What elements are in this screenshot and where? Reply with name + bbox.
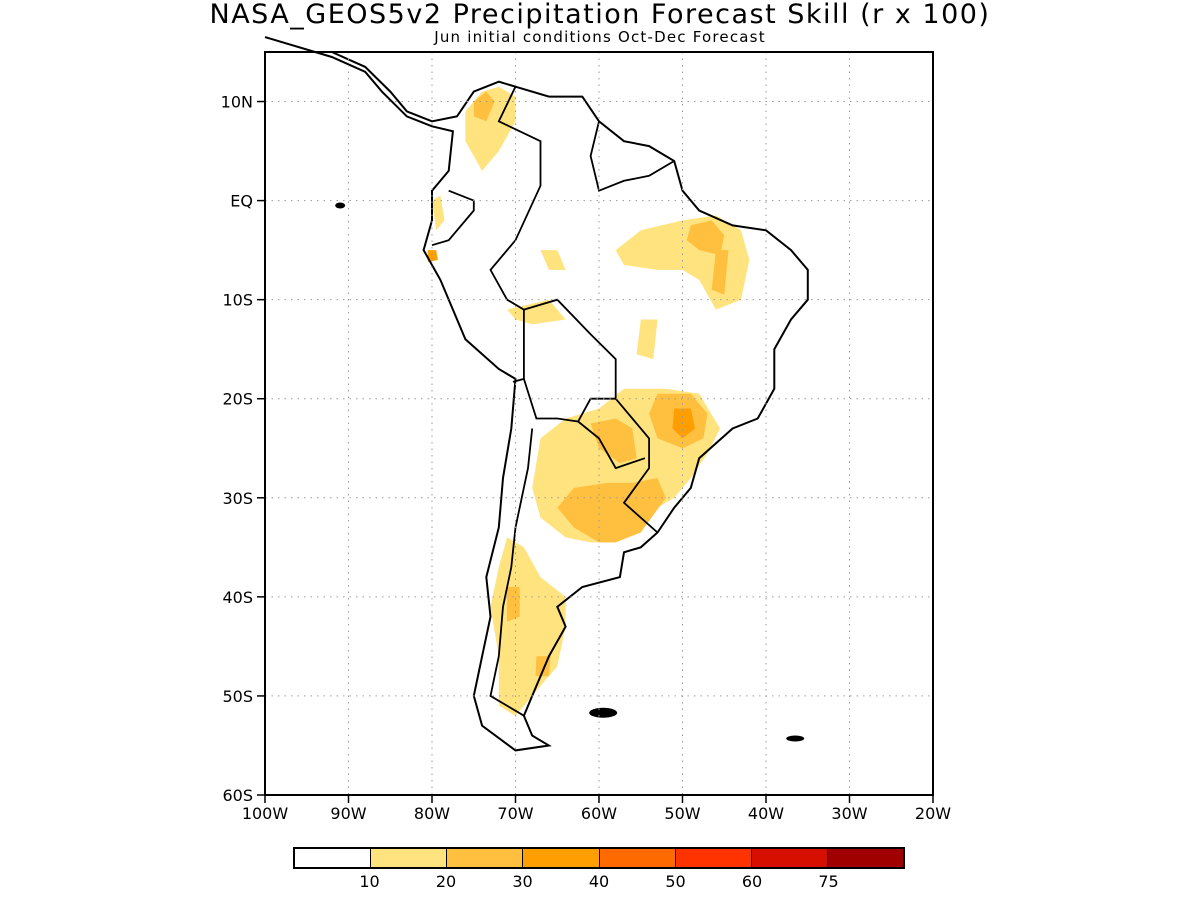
y-tick-label: EQ (230, 192, 253, 211)
x-tick-label: 50W (664, 804, 700, 823)
island (335, 202, 346, 209)
skill-region-uruguay-argentina-core (557, 478, 666, 543)
country-border (577, 420, 646, 470)
colorbar-label: 40 (588, 872, 610, 891)
colorbar-label: 75 (818, 872, 839, 891)
country-border (431, 189, 475, 247)
y-tick-label: 60S (222, 786, 253, 805)
colorbar-label: 10 (359, 872, 380, 891)
colorbar-segment (295, 849, 372, 867)
island (786, 735, 805, 742)
country-border (489, 428, 534, 717)
y-tick-label: 10S (222, 291, 253, 310)
skill-region-paraguay-core (590, 418, 637, 464)
y-tick-label: 30S (222, 489, 253, 508)
colorbar-segment (827, 849, 903, 867)
skill-region-bolivia-north (507, 299, 566, 325)
x-tick-label: 80W (414, 804, 450, 823)
colorbar-segment (751, 849, 828, 867)
colorbar-label: 20 (435, 872, 457, 891)
skill-region-colombia-core (473, 91, 495, 122)
skill-region-central-brazil-patches (636, 319, 658, 360)
colorbar-label: 30 (512, 872, 533, 891)
y-tick-label: 50S (222, 687, 253, 706)
colorbar-label: 60 (741, 872, 763, 891)
y-tick-label: 10N (221, 93, 253, 112)
skill-region-patagonia-core (507, 587, 520, 622)
y-tick-label: 20S (222, 390, 253, 409)
x-tick-label: 70W (497, 804, 533, 823)
island (589, 707, 618, 718)
colorbar-segment (371, 849, 448, 867)
country-border (523, 309, 616, 423)
skill-region-ne-brazil-core (686, 220, 725, 256)
x-tick-label: 40W (748, 804, 784, 823)
skill-region-peru-north-spot (427, 250, 438, 262)
x-tick-label: 60W (581, 804, 617, 823)
map-title: NASA_GEOS5v2 Precipitation Forecast Skil… (209, 0, 991, 30)
country-border (589, 121, 675, 192)
x-tick-label: 30W (831, 804, 867, 823)
colorbar (293, 847, 905, 869)
precipitation-skill-map: 100W 90W 80W 70W 60W 50W 40W 30W 20W 10N EQ 10S 20S 3… (221, 36, 951, 823)
map-subtitle: Jun initial conditions Oct-Dec Forecast (434, 28, 766, 46)
country-border (489, 86, 659, 534)
skill-region-southeast-brazil-peak (672, 408, 695, 439)
colorbar-segment (599, 849, 676, 867)
colorbar-segment (675, 849, 752, 867)
colorbar-segment (447, 849, 524, 867)
skill-region-ecuador-coast (432, 195, 445, 231)
x-tick-label: 20W (915, 804, 951, 823)
colorbar-segment (523, 849, 600, 867)
skill-region-ne-brazil-tail (711, 250, 729, 295)
x-tick-label: 100W (242, 804, 289, 823)
skill-region-amazon-west (540, 250, 566, 270)
coastline (264, 36, 809, 752)
x-tick-label: 90W (330, 804, 366, 823)
colorbar-label: 50 (665, 872, 686, 891)
y-tick-label: 40S (222, 588, 253, 607)
skill-region-ne-brazil-wide (615, 215, 750, 310)
country-border (512, 378, 525, 383)
